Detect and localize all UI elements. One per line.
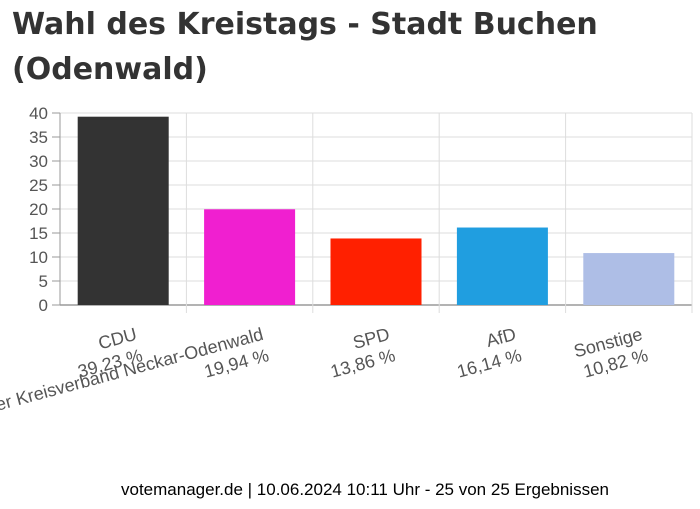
y-tick-label: 15 [29,224,48,243]
y-tick-label: 25 [29,176,48,195]
bar-5 [583,253,675,305]
y-tick-label: 35 [29,128,48,147]
y-tick-label: 20 [29,200,48,219]
bar-2 [204,209,296,305]
y-tick-label: 30 [29,152,48,171]
y-tick-label: 40 [29,104,48,123]
y-tick-label: 10 [29,248,48,267]
bar-3 [330,238,422,305]
chart-title: Wahl des Kreistags - Stadt Buchen (Odenw… [12,7,598,87]
bar-4 [456,227,548,305]
source-footer: votemanager.de | 10.06.2024 10:11 Uhr - … [121,480,609,499]
y-tick-label: 0 [39,296,48,315]
y-tick-label: 5 [39,272,48,291]
bar-1 [77,116,169,305]
